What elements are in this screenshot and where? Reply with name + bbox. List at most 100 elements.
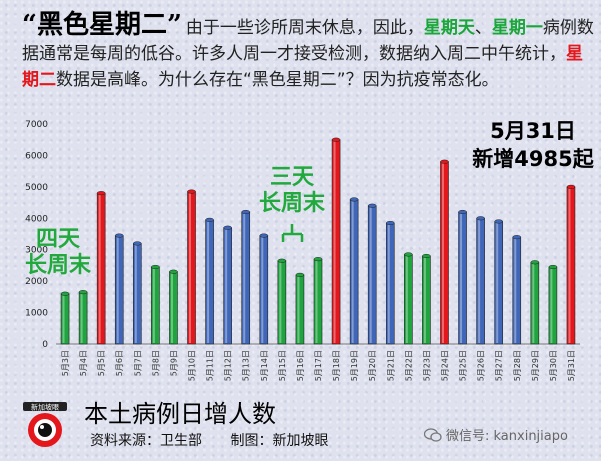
y-tick-label: 5000 [25,183,48,193]
bar-highlight [116,236,119,343]
y-tick-label: 0 [42,340,48,350]
bar-highlight [261,236,264,343]
bar-highlight [225,228,228,343]
bar-body [114,235,124,345]
bar [367,203,377,345]
intro-paragraph: “黑色星期二” 由于一些诊所周末休息，因此，星期天、星期一病例数据通常是每周的低谷… [22,12,594,93]
bar-highlight [80,293,83,343]
bar-cap [530,260,540,265]
bar-cap [422,253,431,259]
bar [205,217,214,345]
bar-cap [223,225,232,230]
x-tick-label: 5月17日 [314,350,323,381]
bar-cap [78,290,88,295]
bar [60,291,70,345]
bar [404,252,413,345]
bar [440,159,449,345]
xinjiapoyan-logo: 新加坡眼 [20,400,70,450]
bar-body [241,211,251,345]
x-tick-label: 5月18日 [332,350,341,381]
bar [259,233,269,345]
bar-cap [331,137,341,142]
bar-highlight [351,200,354,343]
y-tick-label: 4000 [25,214,48,224]
bar-highlight [243,213,246,343]
x-tick-label: 5月6日 [115,350,124,376]
bar [277,258,287,345]
bar [512,235,522,345]
bar-cap [169,269,178,274]
intro-text-1: 由于一些诊所周末休息，因此， [185,18,424,38]
bar [476,216,485,345]
bar-body [566,186,576,345]
bar [331,137,341,345]
bar-body [78,291,88,345]
y-tick-label: 1000 [25,309,48,319]
three-day-weekend-line2: 长周末 [259,191,326,216]
bar [494,219,503,345]
x-tick-label: 5月12日 [224,350,233,381]
bar [169,269,178,345]
may31-new-cases: 新增4985起 [472,147,594,171]
bar-cap [404,252,413,257]
may31-label: 5月31日 [490,119,576,143]
x-tick-label: 5月13日 [242,350,251,381]
logo-text: 新加坡眼 [31,403,59,412]
intro-monday: 星期一 [491,18,543,38]
bar-body [385,222,395,345]
four-day-weekend-line2: 长周末 [25,253,92,278]
bar-cap [133,241,142,246]
headline: “黑色星期二” [22,10,182,40]
bar-highlight [170,272,173,343]
bar-cap [494,219,503,224]
bar [223,225,232,345]
bar-highlight [98,194,101,343]
bar-body [494,221,503,345]
x-tick-label: 5月27日 [495,350,504,381]
bar [114,233,124,345]
x-tick-label: 5月21日 [386,350,395,381]
bar-body [223,227,232,345]
x-tick-label: 5月31日 [567,350,576,381]
bar [295,272,305,345]
bar [151,264,160,345]
bar-cap [241,209,250,215]
bar-highlight [478,219,481,343]
bar-highlight [514,238,517,343]
four-day-weekend-line1: 四天 [36,227,81,252]
bar-cap [313,257,323,262]
bar-highlight [423,257,426,343]
bar-body [512,236,522,345]
bar [566,184,576,345]
bar-body [313,258,323,345]
y-tick-label: 2000 [25,277,48,287]
bar-body [133,243,142,345]
intro-text-2: 、 [474,18,492,38]
bar-highlight [315,260,318,343]
data-source: 资料来源：卫生部 [90,433,202,449]
x-tick-label: 5月23日 [422,350,431,381]
bar [530,260,540,345]
bar-cap [151,264,160,270]
x-tick-label: 5月26日 [477,350,486,381]
bar-cap [386,220,395,226]
bar-body [440,161,449,345]
bar-highlight [369,206,372,343]
bar-body [96,192,106,345]
x-tick-label: 5月29日 [531,350,540,381]
bar-body [295,274,305,345]
bar-body [349,199,359,345]
bar [313,257,323,345]
intro-text-4: 数据是高峰。为什么存在“黑色星期二”？因为抗疫常态化。 [56,70,499,90]
wechat-account: 微信号: kanxinjiapo [424,425,568,444]
x-tick-label: 5月4日 [79,350,88,376]
bar [187,189,196,345]
x-tick-label: 5月30日 [549,350,558,381]
x-tick-label: 5月20日 [368,350,377,381]
bar-highlight [387,224,390,343]
three-day-weekend-bracket [281,224,304,242]
bar-highlight [496,222,499,343]
bar [133,241,142,345]
x-tick-label: 5月24日 [440,350,449,381]
x-tick-label: 5月16日 [296,350,305,381]
